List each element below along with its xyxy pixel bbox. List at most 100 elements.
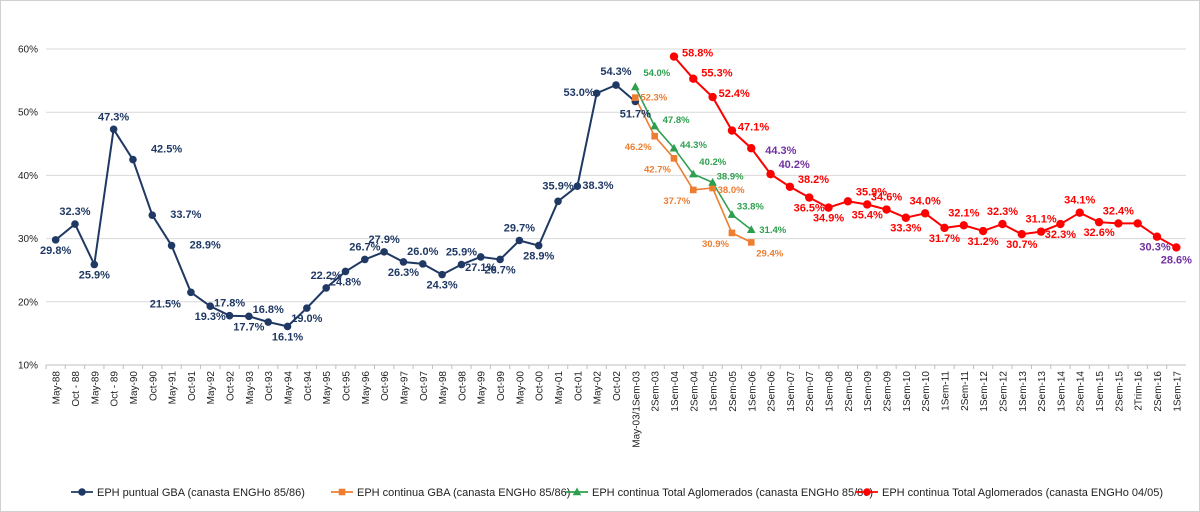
x-axis: May-88 Oct - 88 May-89 Oct - 89 May-90 Oct-90… — [45, 365, 1183, 448]
x-tick-label: May-00 — [515, 371, 526, 405]
data-label: 17.7% — [233, 321, 264, 333]
data-label: 40.2% — [779, 159, 810, 171]
data-point — [476, 253, 485, 261]
data-label: 42.7% — [644, 164, 671, 175]
x-tick-label: 1Sem-04 — [670, 371, 681, 412]
data-label: 38.2% — [798, 174, 829, 186]
legend: EPH puntual GBA (canasta ENGHo 85/86) EPH… — [71, 487, 1163, 499]
x-tick-label: 1Sem-09 — [863, 371, 874, 412]
data-point — [747, 239, 755, 246]
data-point — [746, 225, 756, 234]
data-label: 31.1% — [1025, 214, 1056, 226]
data-label: 16.1% — [272, 331, 303, 343]
x-tick-label: Oct-90 — [148, 371, 159, 401]
data-point — [554, 197, 562, 206]
data-label: 37.7% — [663, 196, 690, 207]
data-label: 28.9% — [190, 240, 221, 252]
data-point — [573, 182, 582, 190]
data-point — [534, 241, 543, 250]
data-point — [920, 209, 930, 218]
data-point — [669, 52, 679, 61]
data-label: 34.9% — [813, 213, 844, 225]
data-point — [728, 229, 736, 237]
data-label: 22.2% — [311, 270, 342, 282]
x-tick-label: Oct-93 — [264, 371, 275, 401]
series-markers — [51, 52, 1181, 331]
data-point — [978, 226, 988, 236]
data-point — [689, 74, 698, 83]
data-point — [727, 210, 737, 218]
data-point — [689, 186, 697, 194]
x-tick-label: 2Sem-08 — [844, 371, 855, 412]
data-label: 44.3% — [765, 145, 796, 157]
data-label: 25.9% — [446, 247, 477, 259]
data-label: 32.3% — [987, 206, 1018, 218]
data-label: 26.7% — [484, 264, 515, 276]
data-label: 54.3% — [600, 66, 631, 78]
data-point — [882, 205, 891, 214]
data-point — [1056, 219, 1065, 229]
data-point — [998, 219, 1007, 229]
data-label: 29.7% — [504, 222, 535, 234]
data-label: 30.9% — [702, 239, 729, 250]
data-point — [515, 236, 524, 245]
x-tick-label: Oct-94 — [303, 371, 314, 401]
legend-marker — [78, 488, 86, 496]
x-tick-label: 2Sem-13 — [1037, 371, 1048, 412]
x-tick-label: May-96 — [361, 371, 372, 405]
data-point — [843, 197, 853, 206]
x-tick-label: 1Sem-11 — [940, 371, 951, 411]
data-label: 27.1% — [465, 262, 496, 274]
data-label: 33.8% — [737, 202, 764, 213]
data-point — [805, 193, 814, 202]
x-tick-label: 1Sem-14 — [1056, 371, 1067, 412]
data-point — [940, 223, 949, 233]
y-tick-label: 40% — [18, 171, 38, 182]
series-line-2 — [634, 86, 752, 231]
x-tick-label: 1Sem-13 — [1018, 371, 1029, 412]
x-tick-label: 2Sem-06 — [767, 371, 778, 412]
x-tick-label: 2Sem-07 — [805, 371, 816, 412]
legend-label: EPH continua Total Aglomerados (canasta … — [882, 487, 1163, 499]
data-point — [148, 211, 157, 220]
data-label: 26.7% — [349, 241, 380, 253]
x-tick-label: May-91 — [168, 371, 179, 405]
x-tick-label: May-02 — [593, 371, 604, 405]
data-label: 47.3% — [98, 111, 129, 123]
y-tick-label: 20% — [18, 297, 38, 308]
data-point — [1133, 219, 1142, 228]
data-point — [959, 221, 968, 230]
x-tick-label: 1Sem-06 — [747, 371, 758, 412]
x-tick-label: 2Sem-10 — [921, 371, 932, 412]
x-tick-label: 1Sem-05 — [709, 371, 720, 412]
data-label: 32.1% — [948, 207, 979, 219]
data-label: 17.8% — [214, 298, 245, 310]
data-label: 33.7% — [170, 209, 201, 221]
data-label: 31.2% — [968, 236, 999, 248]
grid-lines — [46, 48, 1186, 366]
data-label: 42.5% — [151, 144, 182, 156]
x-tick-label: 1Sem-15 — [1095, 371, 1106, 412]
data-point — [1094, 217, 1104, 227]
legend-marker — [338, 488, 346, 496]
data-point — [109, 125, 118, 134]
data-label: 32.4% — [1103, 205, 1134, 217]
data-label: 32.6% — [1083, 227, 1114, 239]
x-tick-label: 2Sem-03 — [651, 371, 662, 412]
data-label: 47.8% — [663, 115, 690, 126]
data-point — [650, 121, 659, 130]
x-tick-label: Oct-96 — [380, 371, 391, 401]
series-lines — [55, 55, 1177, 328]
x-tick-label: May-98 — [438, 371, 449, 405]
data-label: 32.3% — [1045, 229, 1076, 241]
x-tick-label: 2Sem-15 — [1114, 371, 1125, 412]
data-point — [438, 270, 446, 279]
x-tick-label: Oct-92 — [226, 371, 237, 401]
data-label: 35.4% — [852, 209, 883, 221]
data-label: 28.6% — [1161, 254, 1192, 266]
data-label: 29.8% — [40, 245, 71, 257]
data-point — [592, 89, 601, 98]
data-label: 51.7% — [620, 108, 651, 120]
data-point — [51, 236, 60, 244]
